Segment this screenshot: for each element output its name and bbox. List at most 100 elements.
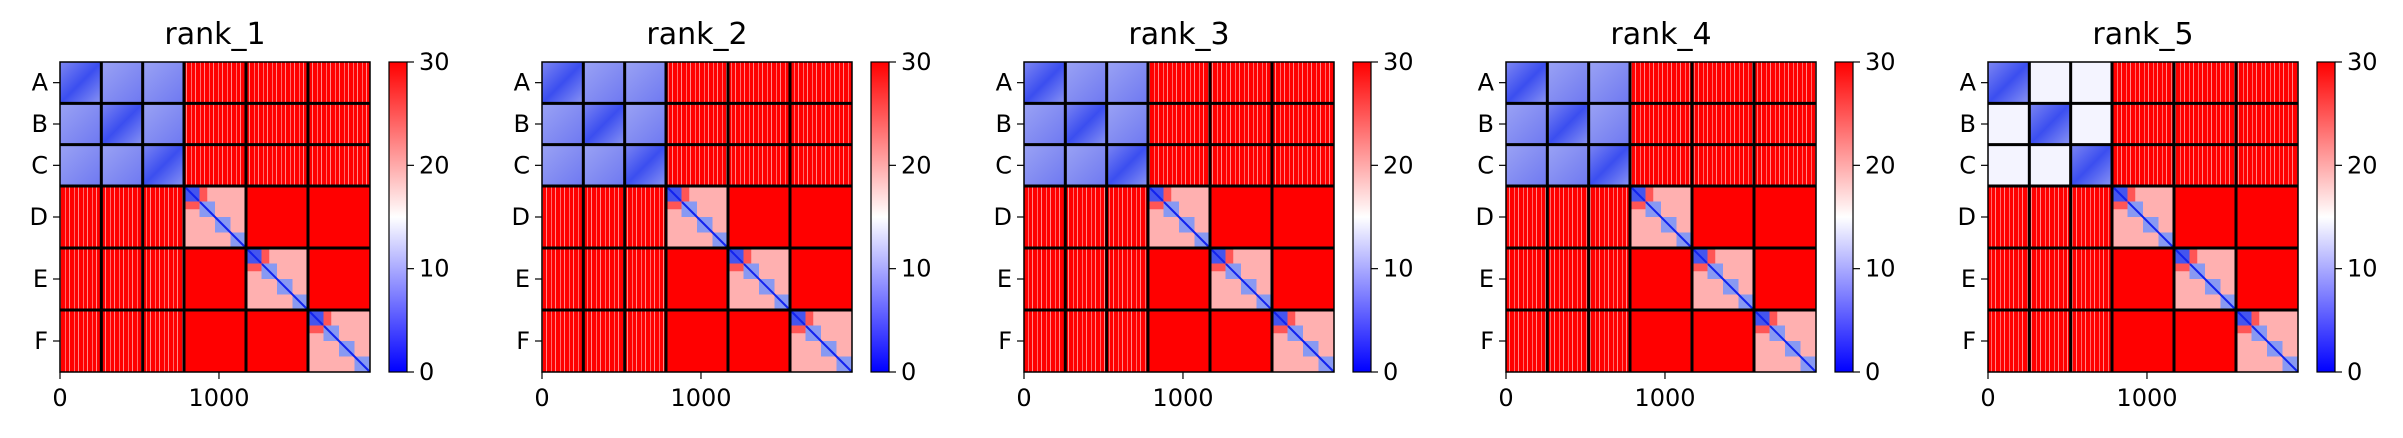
y-tick-label: B [1960,110,1976,138]
block-F-D [1630,310,1692,372]
block-C-E [728,144,790,186]
block-C-E [1692,144,1754,186]
block-C-D [1630,144,1692,186]
block-C-F [2236,144,2298,186]
block-C-C [1106,144,1148,186]
x-tick-label: 1000 [2116,384,2177,412]
block-E-A [542,248,584,310]
block-B-C [142,103,184,145]
diagonal-block-F [1271,309,1335,373]
block-C-E [246,144,308,186]
block-C-B [1065,144,1107,186]
diagonal-block-E [245,247,309,311]
block-B-E [728,103,790,145]
block-D-F [1272,186,1334,248]
block-A-C [624,62,666,104]
block-A-F [2236,62,2298,104]
block-D-B [101,186,143,248]
diagonal-block-D [665,185,729,249]
block-E-D [1630,248,1692,310]
block-C-A [542,144,584,186]
block-A-C [1106,62,1148,104]
block-D-A [1988,186,2030,248]
block-C-C [624,144,666,186]
block-A-F [790,62,852,104]
y-tick-label: D [512,203,530,231]
block-C-F [1754,144,1816,186]
y-tick-label: B [996,110,1012,138]
colorbar-tick-label: 10 [2347,255,2378,283]
colorbar-gradient [870,61,890,373]
y-tick-label: B [1478,110,1494,138]
block-F-B [583,310,625,372]
diagonal-block-E [2173,247,2237,311]
block-D-E [728,186,790,248]
block-D-C [142,186,184,248]
block-D-E [1692,186,1754,248]
block-B-E [2174,103,2236,145]
block-B-E [246,103,308,145]
block-D-C [1588,186,1630,248]
block-A-A [1506,62,1548,104]
block-A-B [583,62,625,104]
block-D-A [60,186,102,248]
heatmap-cells [60,62,371,373]
block-F-A [1506,310,1548,372]
block-A-C [2070,62,2112,104]
block-C-F [1272,144,1334,186]
diagonal-block-F [789,309,853,373]
block-F-D [184,310,246,372]
y-tick-label: D [30,203,48,231]
block-separators [1506,62,1816,372]
y-tick-label: E [33,265,48,293]
heatmap-cells [1024,62,1335,373]
block-D-F [1754,186,1816,248]
block-A-B [1547,62,1589,104]
block-F-E [2174,310,2236,372]
y-tick-label: F [1962,327,1976,355]
block-A-F [1754,62,1816,104]
block-D-F [2236,186,2298,248]
block-C-F [790,144,852,186]
x-tick-label: 0 [1498,384,1513,412]
colorbar-tick-label: 0 [2347,358,2362,386]
y-tick-label: C [1477,151,1494,179]
x-tick-label: 1000 [670,384,731,412]
y-tick-label: C [513,151,530,179]
y-tick-label: B [514,110,530,138]
block-B-F [2236,103,2298,145]
block-D-A [542,186,584,248]
block-D-B [583,186,625,248]
block-B-D [2112,103,2174,145]
block-F-E [1210,310,1272,372]
block-F-B [2029,310,2071,372]
block-F-A [60,310,102,372]
colorbar-gradient [1834,61,1854,373]
colorbar-tick-label: 10 [1865,255,1896,283]
block-A-E [728,62,790,104]
block-F-B [1065,310,1107,372]
heatmap-cells [542,62,853,373]
x-tick-label: 1000 [188,384,249,412]
block-C-C [2070,144,2112,186]
block-C-D [184,144,246,186]
colorbar-gradient [2316,61,2336,373]
block-E-C [2070,248,2112,310]
block-F-D [1148,310,1210,372]
block-A-E [1210,62,1272,104]
block-B-D [1630,103,1692,145]
y-tick-label: E [515,265,530,293]
colorbar-tick-label: 20 [1865,151,1896,179]
block-A-C [142,62,184,104]
colorbar-tick-label: 10 [901,255,932,283]
block-separators [542,62,852,372]
block-E-B [583,248,625,310]
block-A-D [666,62,728,104]
block-E-A [60,248,102,310]
y-tick-label: B [32,110,48,138]
block-A-C [1588,62,1630,104]
block-D-A [1506,186,1548,248]
colorbar: 0 10 20 30 [2316,48,2378,386]
block-C-A [60,144,102,186]
